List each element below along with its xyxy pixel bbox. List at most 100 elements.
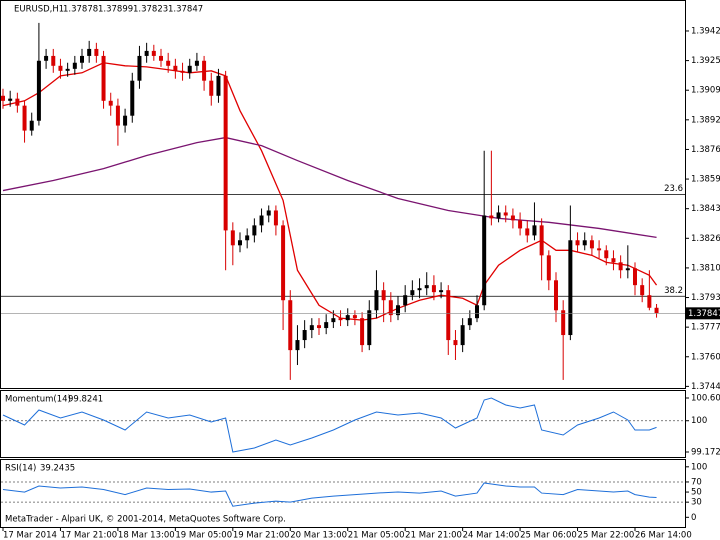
x-tick-label: 17 Mar 2014	[3, 531, 57, 540]
candle-body	[618, 262, 623, 271]
y-tick-label: 1.39255	[691, 56, 720, 66]
candle-body	[108, 100, 113, 106]
candle-body	[388, 300, 393, 316]
indicator-line	[2, 397, 657, 453]
candle-body	[209, 80, 214, 96]
candle-body	[266, 210, 271, 216]
candle-body	[554, 280, 558, 311]
candle-body	[72, 62, 77, 69]
y-tick-label: 1.38100	[691, 263, 720, 273]
candle-body	[123, 115, 128, 126]
y-tick-label: 1.38595	[691, 175, 720, 185]
y-tick-label: 1.37935	[691, 293, 720, 303]
candle-body	[496, 212, 501, 219]
x-tick-label: 21 Mar 21:00	[405, 531, 462, 540]
momentum-value: 99.8241	[68, 395, 103, 405]
high-value: 1.37899	[98, 5, 133, 15]
x-tick-label: 25 Mar 06:00	[520, 531, 577, 540]
candle-body	[273, 210, 278, 226]
moving-average	[2, 62, 658, 321]
candle-body	[295, 340, 300, 351]
candle-body	[194, 60, 199, 66]
candle-body	[424, 285, 429, 289]
candle-body	[288, 300, 293, 351]
candle-body	[374, 290, 379, 311]
x-tick-label: 18 Mar 13:00	[118, 531, 175, 540]
y-tick-label: 1.38430	[691, 204, 720, 214]
candle-body	[80, 55, 84, 63]
candle-body	[475, 305, 479, 319]
candle-body	[417, 288, 422, 291]
candle-body	[633, 268, 637, 286]
y-tick-label: 1.38760	[691, 145, 720, 155]
candle-body	[324, 322, 329, 329]
candle-body	[575, 240, 580, 246]
title-background	[4, 2, 204, 14]
momentum-title: Momentum(14)	[5, 395, 71, 405]
candle-body	[460, 325, 465, 346]
candle-body	[518, 220, 523, 229]
x-tick-label: 26 Mar 14:00	[635, 531, 692, 540]
candle-body	[309, 325, 314, 331]
candle-body	[245, 235, 250, 241]
y-tick-label: 100	[691, 462, 707, 472]
candle-body	[532, 225, 537, 236]
candle-body	[604, 250, 609, 259]
candle-body	[345, 315, 350, 321]
candle-body	[15, 98, 20, 106]
candle-body	[503, 212, 508, 216]
candle-body	[589, 240, 594, 249]
x-tick-label: 21 Mar 05:00	[348, 531, 405, 540]
rsi-value: 39.2435	[40, 464, 75, 474]
candle-body	[525, 228, 530, 236]
candle-body	[29, 120, 34, 131]
level-label: 38.2	[664, 286, 683, 296]
y-tick-label: 1.38925	[691, 115, 720, 125]
y-tick-label: 99.1722	[691, 447, 720, 457]
x-tick-label: 19 Mar 05:00	[175, 531, 232, 540]
candle-body	[352, 315, 357, 319]
candle-body	[87, 48, 92, 56]
candle-body	[510, 215, 515, 221]
candle-body	[647, 295, 652, 308]
rsi-label-background	[2, 462, 102, 473]
y-tick-label: 1.39420	[691, 26, 720, 36]
candle-body	[137, 55, 142, 81]
candle-body	[439, 290, 444, 293]
candle-body	[338, 318, 343, 321]
candle-body	[173, 65, 178, 71]
candle-body	[582, 240, 587, 246]
candle-body	[1, 95, 5, 101]
candle-body	[130, 80, 135, 116]
candle-body	[597, 248, 602, 251]
candle-body	[331, 318, 336, 323]
candle-body	[151, 50, 156, 56]
candle-body	[8, 98, 13, 101]
candle-body	[446, 290, 451, 341]
candle-body	[410, 290, 415, 296]
candle-body	[223, 75, 228, 231]
candle-body	[36, 60, 41, 121]
candle-body	[431, 285, 436, 293]
x-tick-label: 19 Mar 21:00	[233, 531, 290, 540]
candle-body	[561, 310, 566, 336]
candle-body	[453, 340, 458, 346]
footer: MetaTrader - Alpari UK, © 2001-2014, Met…	[5, 515, 286, 525]
candle-body	[654, 307, 659, 314]
candle-body	[166, 60, 171, 66]
y-tick-label: 50	[691, 488, 702, 498]
y-tick-label: 1.39090	[691, 86, 720, 96]
current-price-box	[686, 307, 720, 320]
candle-body	[216, 75, 221, 96]
chart-title: EURUSD,H1	[14, 5, 64, 15]
main-panel-border	[0, 0, 686, 389]
momentum-panel-border	[0, 390, 686, 458]
candle-body	[539, 225, 544, 256]
rsi-panel-border	[0, 459, 686, 528]
candle-body	[187, 65, 192, 73]
y-tick-label: 1.37605	[691, 352, 720, 362]
candle-body	[281, 225, 286, 301]
candle-body	[317, 325, 321, 329]
candle-body	[51, 55, 56, 66]
